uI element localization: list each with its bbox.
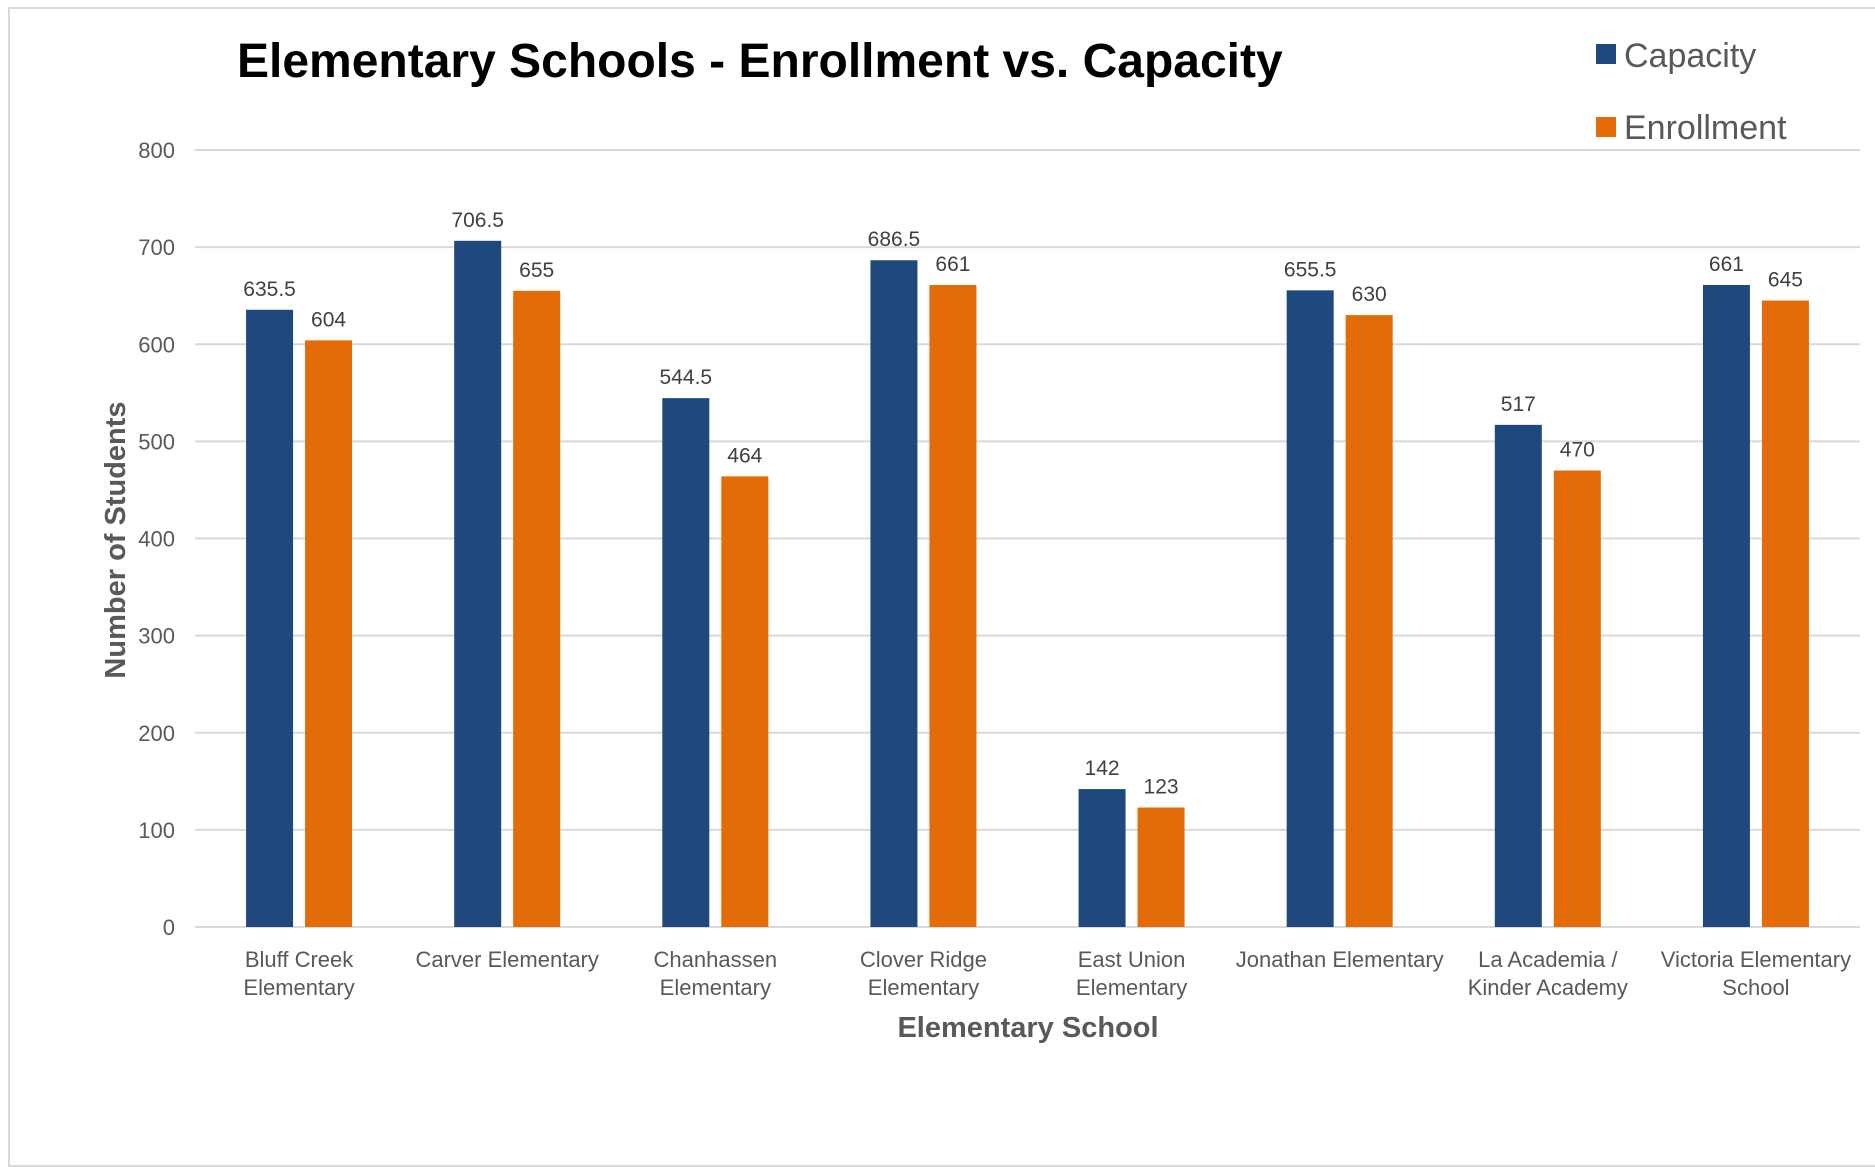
data-label-capacity-3: 686.5 <box>868 228 921 251</box>
x-tick-label: La Academia / Kinder Academy <box>1468 947 1628 1000</box>
data-label-capacity-2: 544.5 <box>660 366 713 389</box>
bar-enrollment-7 <box>1761 300 1809 927</box>
legend: Capacity Enrollment <box>1596 37 1787 147</box>
legend-label-capacity: Capacity <box>1624 37 1756 75</box>
x-tick-label: East Union Elementary <box>1076 947 1187 1000</box>
y-tick-label: 200 <box>138 721 175 746</box>
data-label-enrollment-3: 661 <box>935 253 970 276</box>
bar-capacity-7 <box>1702 285 1750 927</box>
bar-enrollment-1 <box>513 290 561 927</box>
legend-label-enrollment: Enrollment <box>1624 109 1787 147</box>
data-labels: 635.5 604 706.5 655 544.5 464 686.5 661 142 123 65… <box>243 209 1803 799</box>
bar-capacity-1 <box>454 240 502 927</box>
data-label-capacity-0: 635.5 <box>243 278 296 301</box>
bar-capacity-6 <box>1494 424 1542 927</box>
x-tick-label: Carver Elementary <box>415 947 598 972</box>
data-label-enrollment-1: 655 <box>519 259 554 282</box>
y-tick-label: 0 <box>163 915 175 940</box>
bar-enrollment-4 <box>1137 807 1185 927</box>
gridlines <box>195 149 1860 928</box>
data-label-capacity-4: 142 <box>1085 757 1120 780</box>
bar-capacity-5 <box>1286 290 1334 928</box>
data-label-capacity-6: 517 <box>1501 393 1536 416</box>
y-tick-label: 800 <box>138 138 175 163</box>
bar-enrollment-5 <box>1345 315 1393 927</box>
bar-capacity-0 <box>246 309 294 927</box>
data-label-enrollment-4: 123 <box>1144 776 1179 799</box>
data-label-capacity-7: 661 <box>1709 253 1744 276</box>
x-axis-ticks: Bluff Creek Elementary Carver Elementary Ch… <box>243 947 1851 1000</box>
data-label-enrollment-5: 630 <box>1352 283 1387 306</box>
bar-capacity-4 <box>1078 789 1126 927</box>
data-label-enrollment-7: 645 <box>1768 269 1803 292</box>
x-tick-label: Victoria Elementary School <box>1661 947 1851 1000</box>
bar-enrollment-3 <box>929 285 977 927</box>
bar-enrollment-2 <box>721 476 769 927</box>
bar-enrollment-6 <box>1553 470 1601 927</box>
data-label-capacity-1: 706.5 <box>451 209 504 232</box>
bar-enrollment-0 <box>305 340 353 927</box>
y-tick-label: 500 <box>138 429 175 454</box>
y-axis-title: Number of Students <box>100 401 132 678</box>
y-tick-label: 400 <box>138 527 175 552</box>
x-tick-label: Chanhassen Elementary <box>654 947 778 1000</box>
bars <box>246 240 1809 928</box>
y-tick-label: 300 <box>138 624 175 649</box>
data-label-enrollment-6: 470 <box>1560 439 1595 462</box>
bar-capacity-3 <box>870 260 918 927</box>
data-label-enrollment-2: 464 <box>727 444 762 467</box>
bar-capacity-2 <box>662 398 710 927</box>
data-label-enrollment-0: 604 <box>311 308 346 331</box>
legend-swatch-capacity <box>1596 44 1616 64</box>
y-tick-label: 100 <box>138 818 175 843</box>
x-tick-label: Clover Ridge Elementary <box>860 947 987 1000</box>
data-label-capacity-5: 655.5 <box>1284 258 1337 281</box>
x-tick-label: Jonathan Elementary <box>1236 947 1444 972</box>
legend-swatch-enrollment <box>1596 117 1616 137</box>
x-tick-label: Bluff Creek Elementary <box>243 947 354 1000</box>
y-axis-ticks: 0 100 200 300 400 500 600 700 800 <box>138 138 175 940</box>
x-axis-title: Elementary School <box>897 1012 1158 1044</box>
y-tick-label: 700 <box>138 235 175 260</box>
chart-title: Elementary Schools - Enrollment vs. Capa… <box>237 35 1283 88</box>
y-tick-label: 600 <box>138 332 175 357</box>
